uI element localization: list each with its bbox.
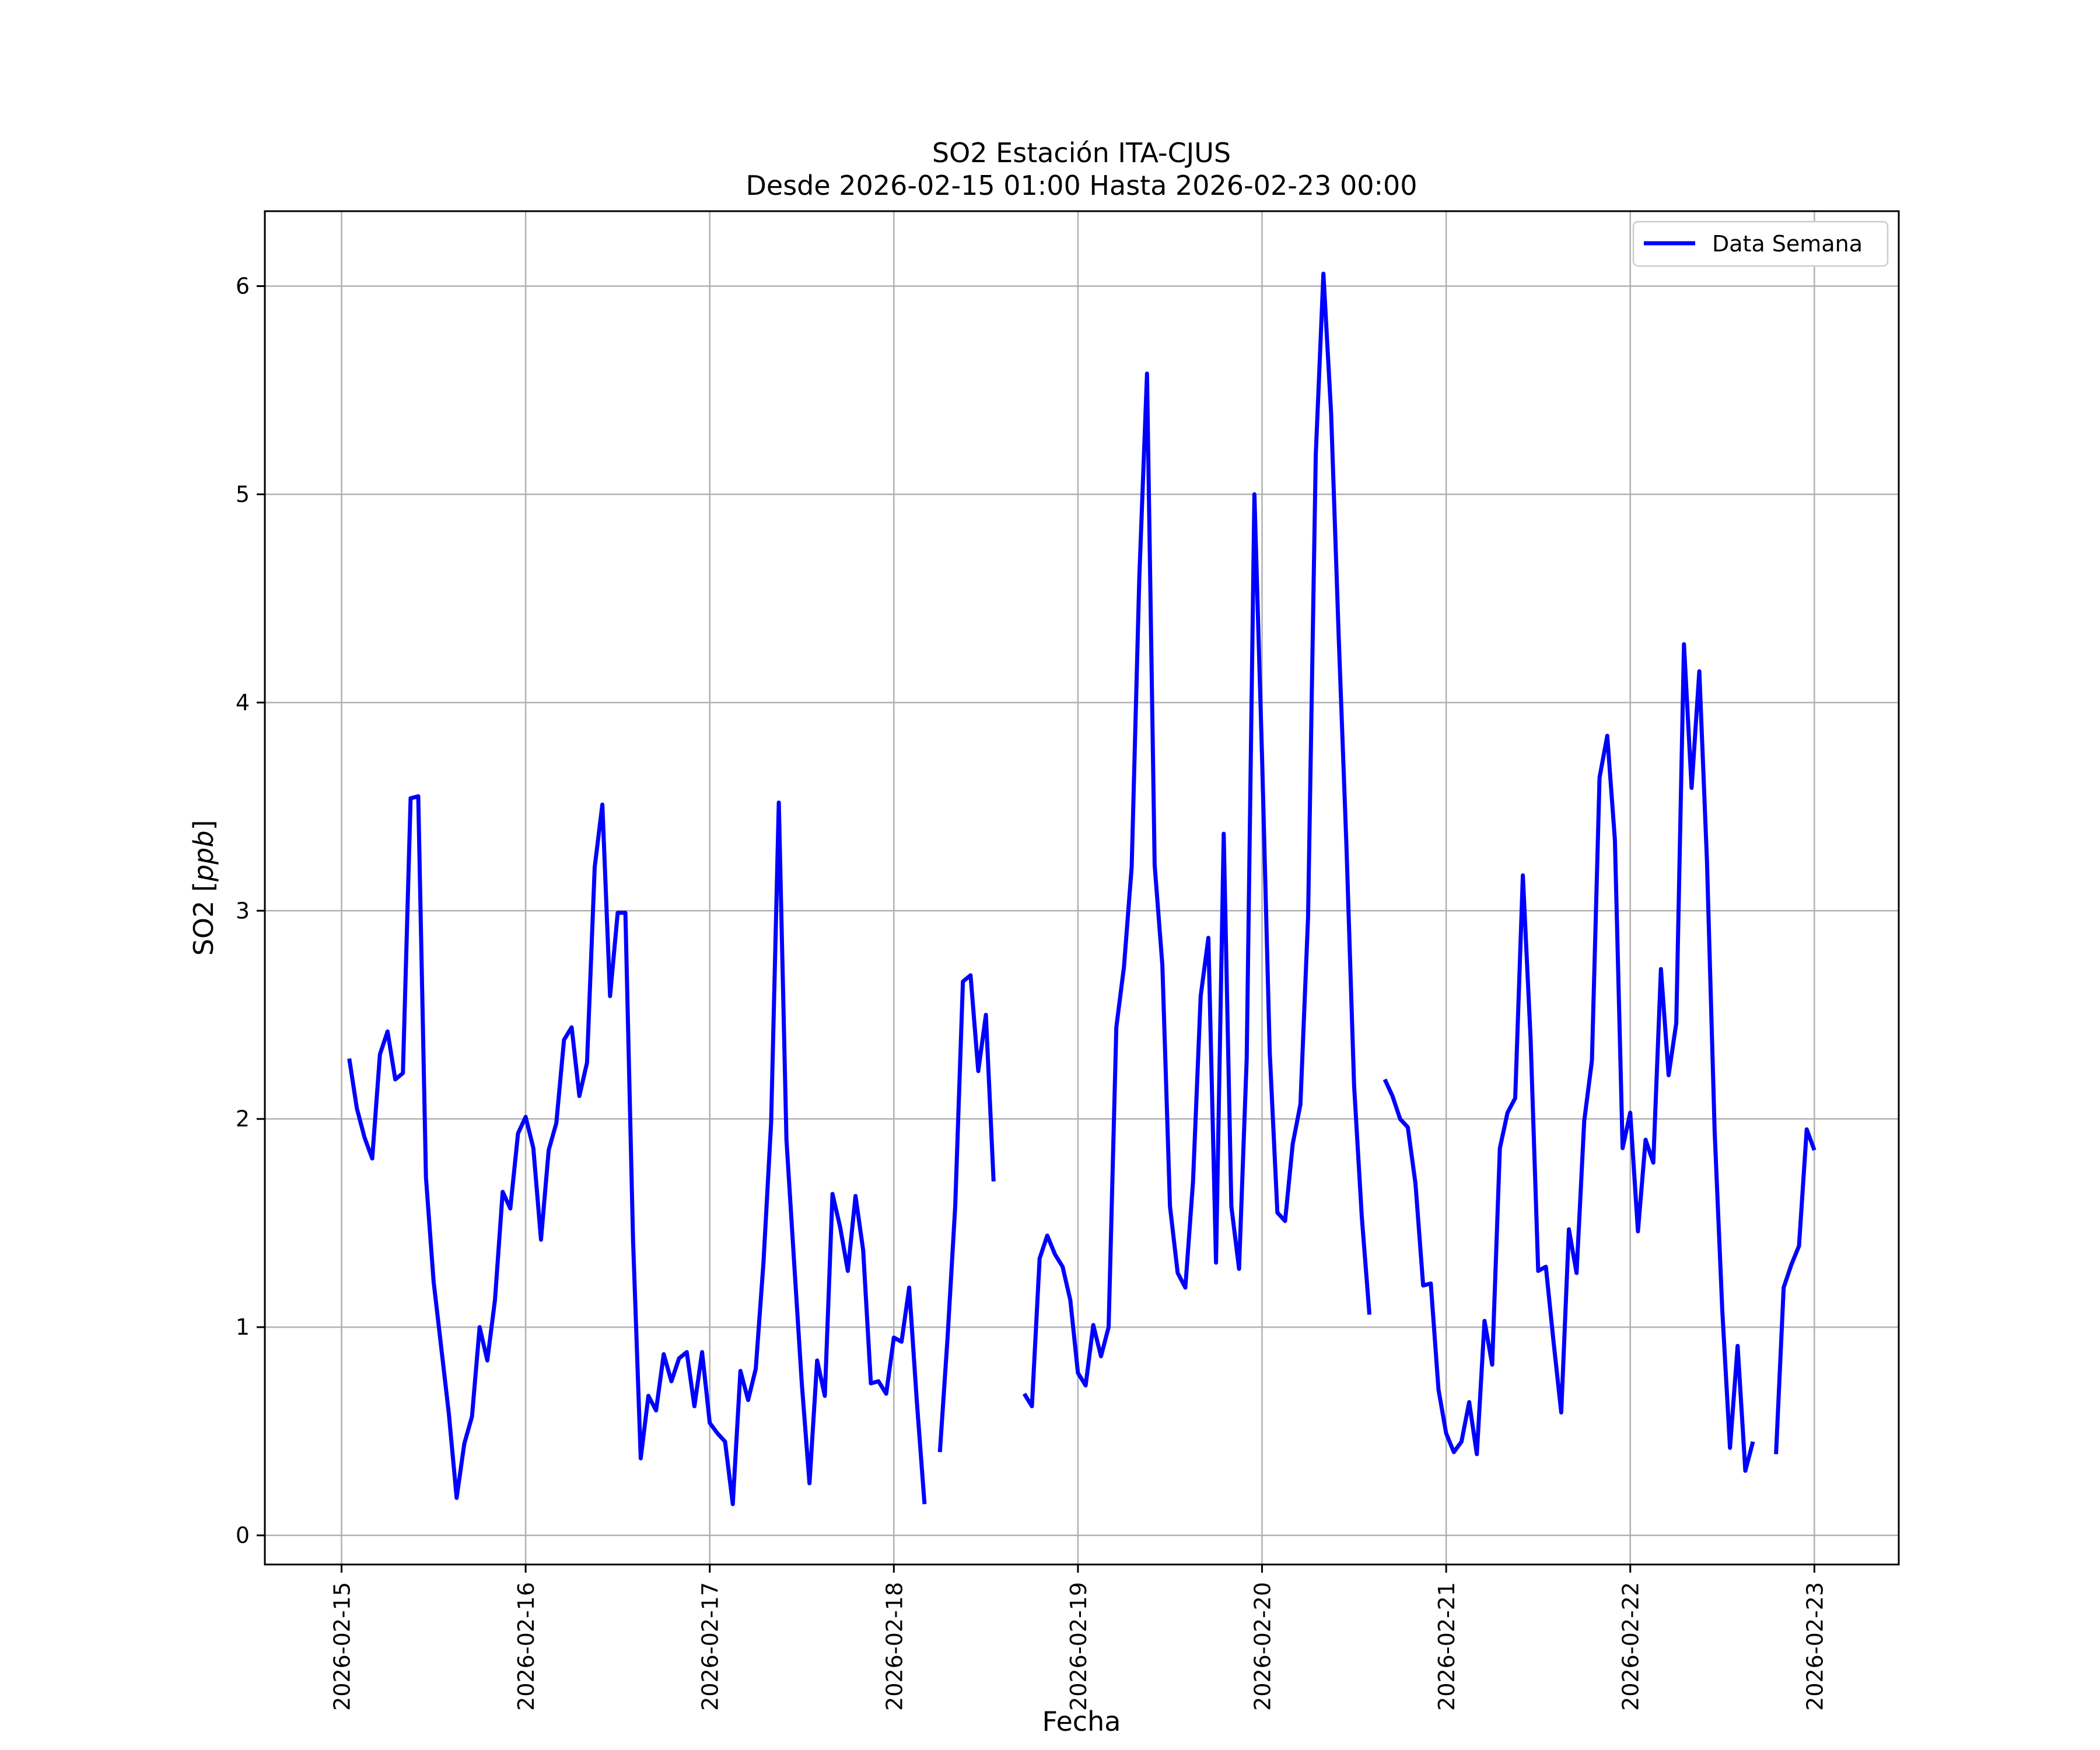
y-tick-label: 6 bbox=[236, 273, 250, 299]
x-tick-label: 2026-02-22 bbox=[1618, 1582, 1644, 1711]
x-tick-label: 2026-02-21 bbox=[1434, 1582, 1460, 1711]
chart-title: SO2 Estación ITA-CJUS bbox=[932, 137, 1231, 169]
series-line-data-semana bbox=[347, 271, 1817, 1506]
grid-lines bbox=[265, 211, 1899, 1564]
x-tick-label: 2026-02-15 bbox=[330, 1582, 355, 1711]
legend: Data Semana bbox=[1632, 220, 1889, 267]
y-tick-label: 1 bbox=[236, 1314, 250, 1340]
y-tick-label: 2 bbox=[236, 1106, 250, 1132]
x-tick-label: 2026-02-18 bbox=[881, 1582, 907, 1711]
x-tick-label: 2026-02-16 bbox=[513, 1582, 539, 1711]
y-axis-unit: ppb bbox=[188, 831, 219, 883]
y-tick-label: 3 bbox=[236, 898, 250, 923]
y-axis-ticks: 0 1 2 3 4 5 6 bbox=[236, 273, 265, 1548]
legend-label: Data Semana bbox=[1712, 231, 1863, 257]
x-tick-label: 2026-02-19 bbox=[1066, 1582, 1091, 1711]
y-axis-label: SO2 [ppb] bbox=[188, 820, 219, 956]
x-tick-label: 2026-02-17 bbox=[698, 1582, 723, 1711]
y-tick-label: 4 bbox=[236, 690, 250, 715]
x-tick-label: 2026-02-23 bbox=[1802, 1582, 1828, 1711]
chart-subtitle: Desde 2026-02-15 01:00 Hasta 2026-02-23 … bbox=[746, 170, 1417, 201]
y-tick-label: 5 bbox=[236, 481, 250, 507]
data-series-layer bbox=[347, 271, 1817, 1506]
y-tick-label: 0 bbox=[236, 1522, 250, 1548]
x-tick-label: 2026-02-20 bbox=[1250, 1582, 1276, 1711]
x-axis-label: Fecha bbox=[1042, 1706, 1121, 1737]
legend-box bbox=[1632, 220, 1889, 267]
plot-frame bbox=[264, 210, 1900, 1566]
x-axis-ticks: 2026-02-15 2026-02-16 2026-02-17 2026-02-18… bbox=[330, 1564, 1828, 1711]
